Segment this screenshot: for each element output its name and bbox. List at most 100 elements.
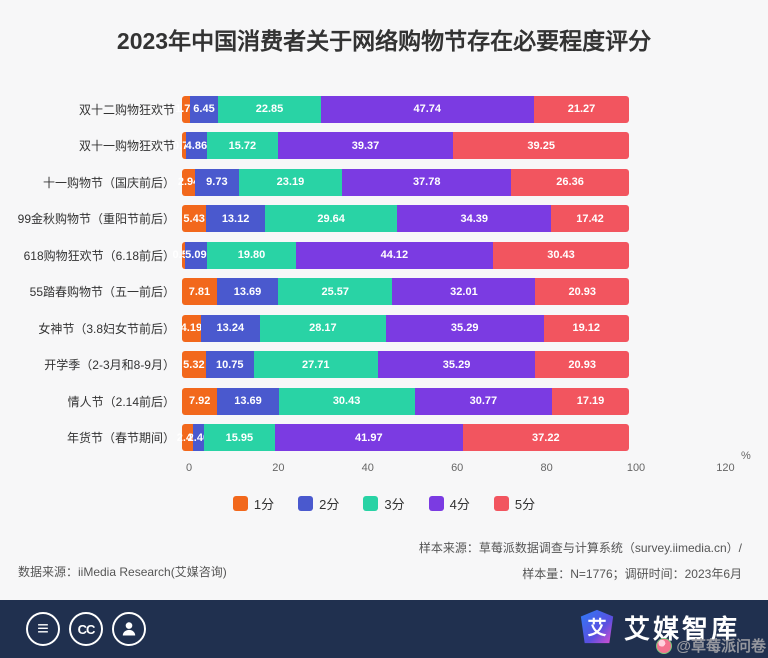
legend-swatch [363, 496, 379, 511]
segment-value: 7.81 [188, 285, 211, 298]
axis-unit-label: % [741, 450, 751, 462]
data-source-text: 数据来源：iiMedia Research(艾媒咨询) [18, 565, 227, 579]
stacked-bar: 7.81 13.69 25.57 32.01 20.93 [182, 278, 630, 306]
bar-segment: 30.43 [492, 241, 629, 269]
legend-label: 4分 [449, 497, 470, 512]
legend-label: 5分 [514, 497, 536, 512]
bar-segment: 4.86 [185, 132, 208, 160]
bar-segment: 35.29 [377, 351, 536, 379]
segment-value: 9.73 [206, 176, 228, 189]
segment-value: 17.19 [576, 395, 605, 408]
category-label: 双十一购物狂欢节 [78, 139, 175, 154]
segment-value: 39.25 [527, 139, 555, 152]
bar-segment: 37.78 [342, 168, 512, 196]
bar-segment: 13.69 [216, 278, 279, 306]
bar-segment: 26.36 [511, 168, 629, 196]
license-icons: ≡ CC [26, 612, 146, 646]
segment-value: 47.74 [413, 103, 441, 116]
segment-value: 28.17 [309, 322, 337, 335]
bar-segment: 21.27 [533, 95, 630, 123]
segment-value: 13.12 [221, 212, 250, 225]
bar-segment: 28.17 [259, 314, 386, 342]
bar-segment: 5.09 [184, 241, 208, 269]
segment-value: 2.40 [187, 431, 210, 444]
axis-tick-label: 60 [451, 462, 464, 474]
segment-value: 30.77 [469, 395, 498, 408]
bar-segment: 20.93 [535, 351, 629, 379]
category-label: 55踏春购物节（五一前后） [29, 285, 175, 300]
segment-value: 15.95 [225, 431, 254, 444]
legend-swatch [232, 496, 248, 511]
segment-value: 2.94 [177, 176, 200, 189]
stacked-bar: 1.70 6.45 22.85 47.74 21.27 [175, 95, 630, 123]
segment-value: 5.32 [183, 358, 205, 371]
segment-value: 7.92 [188, 395, 211, 408]
legend-swatch [428, 496, 444, 511]
stacked-bar: 4.19 13.24 28.17 35.29 19.12 [181, 314, 630, 342]
bar-segment: 25.57 [278, 278, 393, 306]
legend-item: 5分 [493, 494, 536, 513]
bar-segment: 13.69 [217, 387, 279, 415]
brand-logo-icon: 艾 [578, 608, 616, 646]
bar-rows: 双十二购物狂欢节 1.70 6.45 22.85 47.74 21.27 双十一购物狂欢节 0… [0, 91, 768, 456]
legend-label: 1分 [253, 497, 275, 512]
chart-row: 618购物狂欢节（6.18前后） 0.56 5.09 19.80 44.12 30.43 [0, 237, 768, 274]
segment-value: 34.39 [460, 212, 489, 225]
sample-source-text: 样本来源：草莓派数据调查与计算系统（survey.iimedia.cn）/ [418, 541, 742, 555]
chart-area: 双十二购物狂欢节 1.70 6.45 22.85 47.74 21.27 双十一购物狂欢节 0… [0, 91, 768, 513]
segment-value: 44.12 [380, 249, 409, 262]
axis-tick-label: 0 [185, 462, 193, 474]
segment-value: 5.43 [183, 212, 205, 225]
bar-segment: 44.12 [295, 241, 493, 269]
bar-segment: 32.01 [392, 278, 536, 306]
segment-value: 4.86 [185, 139, 208, 152]
chart-row: 双十二购物狂欢节 1.70 6.45 22.85 47.74 21.27 [0, 91, 768, 128]
legend-swatch [298, 496, 314, 511]
segment-value: 15.72 [228, 139, 257, 152]
legend-label: 2分 [319, 497, 340, 512]
chart-row: 99金秋购物节（重阳节前后） 5.43 13.12 29.64 34.39 17.42 [0, 201, 768, 238]
axis-tick-label: 40 [361, 462, 374, 474]
stacked-bar: 7.92 13.69 30.43 30.77 17.19 [182, 387, 629, 415]
segment-value: 35.29 [442, 358, 471, 371]
legend-label: 3分 [384, 497, 405, 512]
bar-segment: 41.97 [275, 424, 463, 452]
bar-segment: 47.74 [320, 95, 534, 123]
chart-row: 55踏春购物节（五一前后） 7.81 13.69 25.57 32.01 20.93 [0, 274, 768, 311]
chart-row: 双十一购物狂欢节 0.79 4.86 15.72 39.37 39.25 [0, 128, 768, 165]
category-label: 618购物狂欢节（6.18前后） [23, 248, 175, 263]
bar-segment: 39.25 [453, 132, 629, 160]
bar-segment: 1.70 [175, 95, 197, 123]
chart-row: 十一购物节（国庆前后） 2.94 9.73 23.19 37.78 26.36 [0, 164, 768, 201]
chart-row: 年货节（春节期间） 2.46 2.40 15.95 41.97 37.22 [0, 420, 768, 457]
segment-value: 20.93 [568, 285, 596, 298]
segment-value: 37.22 [532, 431, 560, 444]
axis-tick-label: 20 [272, 462, 285, 474]
axis-tick-label: 80 [540, 462, 553, 474]
segment-value: 13.24 [216, 322, 245, 335]
segment-value: 25.57 [321, 285, 349, 298]
segment-value: 35.29 [450, 322, 479, 335]
watermark: @草莓派问卷 [656, 635, 766, 656]
category-label: 情人节（2.14前后） [67, 394, 175, 409]
bar-segment: 4.19 [181, 314, 202, 342]
bar-segment: 7.92 [182, 387, 218, 415]
segment-value: 5.09 [185, 249, 207, 262]
x-axis: 0 20 40 60 80 100 120% [185, 450, 751, 478]
stacked-bar: 0.56 5.09 19.80 44.12 30.43 [173, 241, 629, 269]
menu-circle-icon: ≡ [26, 612, 60, 646]
chart-row: 开学季（2-3月和8-9月） 5.32 10.75 27.71 35.29 20.93 [0, 347, 768, 384]
creative-commons-icon: CC [69, 612, 103, 646]
stacked-bar: 5.32 10.75 27.71 35.29 20.93 [182, 351, 629, 379]
axis-tick-label: 100 [626, 462, 646, 474]
category-label: 开学季（2-3月和8-9月） [44, 358, 175, 373]
segment-value: 23.19 [276, 176, 305, 189]
category-label: 十一购物节（国庆前后） [42, 175, 175, 190]
stacked-bar: 2.94 9.73 23.19 37.78 26.36 [178, 168, 629, 196]
chart-row: 情人节（2.14前后） 7.92 13.69 30.43 30.77 17.19 [0, 383, 768, 420]
category-label: 99金秋购物节（重阳节前后） [17, 212, 175, 227]
bar-segment: 7.81 [182, 278, 217, 306]
stacked-bar: 5.43 13.12 29.64 34.39 17.42 [182, 205, 629, 233]
segment-value: 37.78 [412, 176, 441, 189]
bar-segment: 39.37 [277, 132, 454, 160]
